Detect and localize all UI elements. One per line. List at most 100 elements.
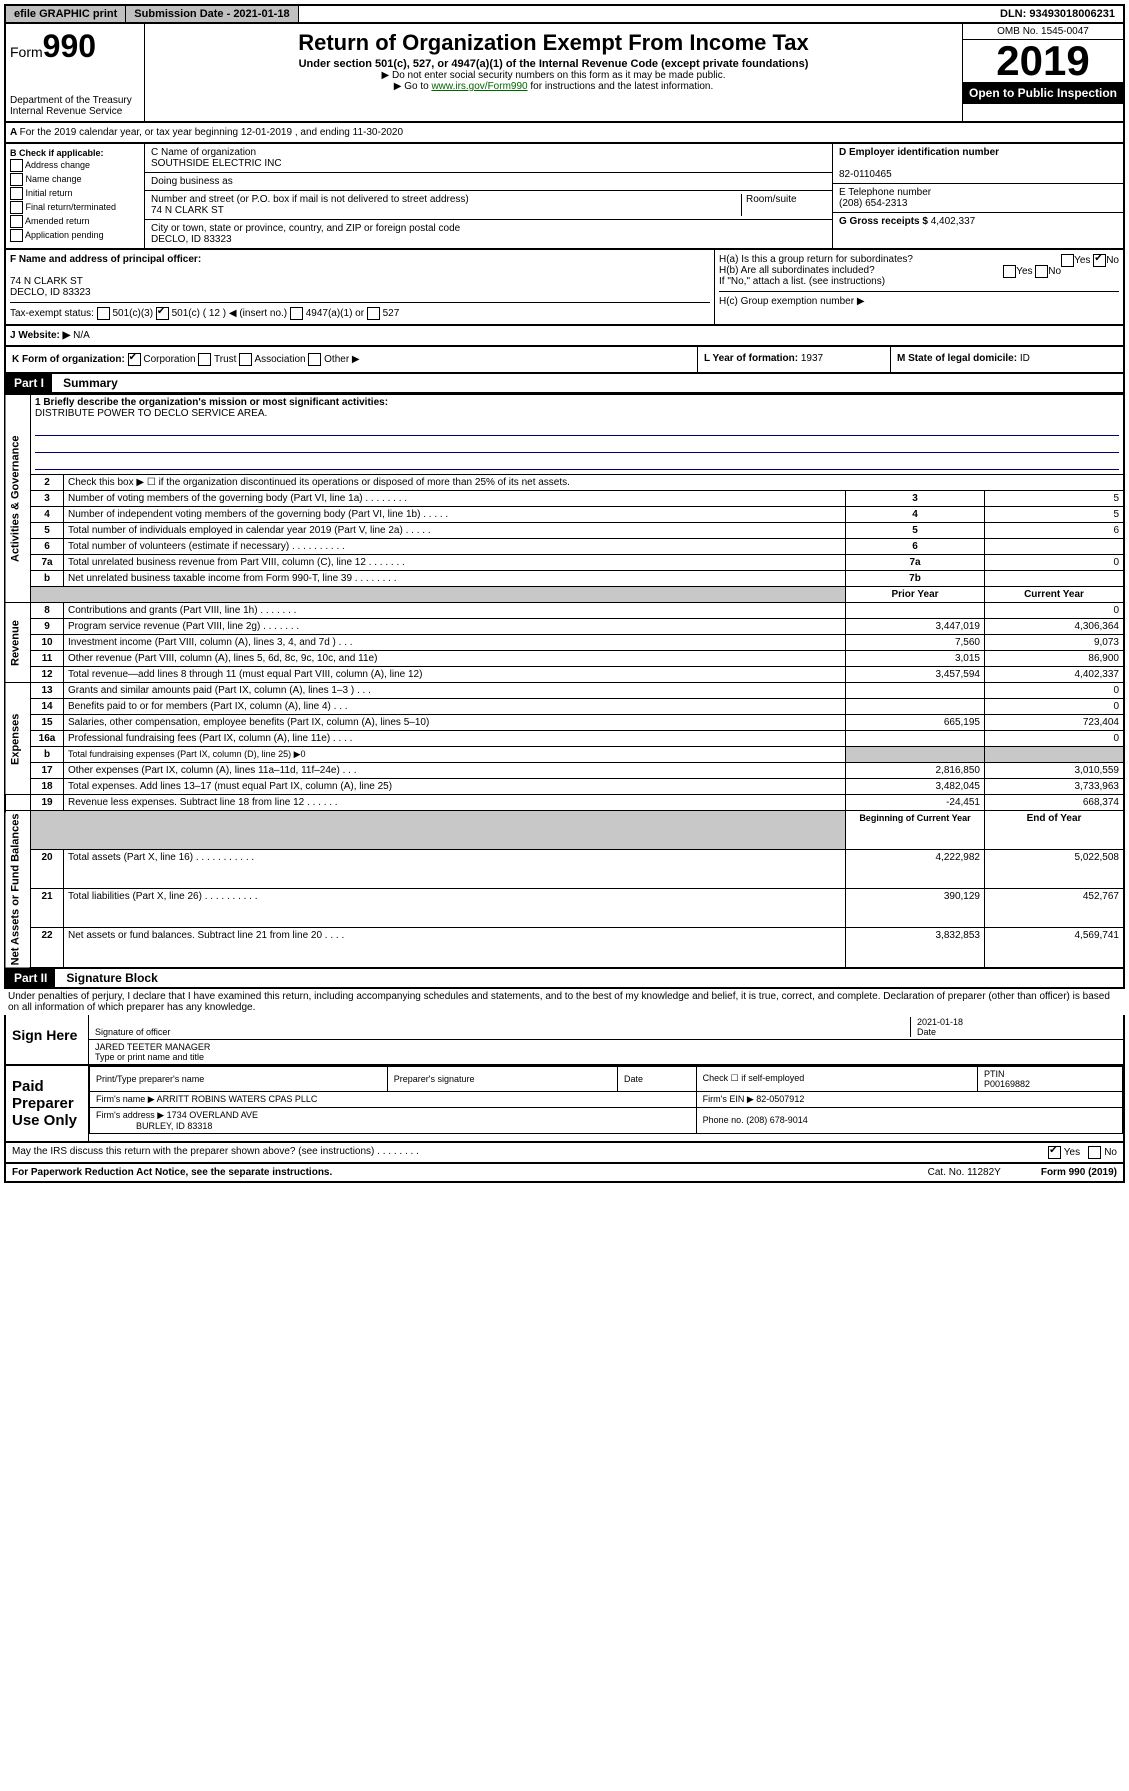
chk-trust[interactable] bbox=[198, 353, 211, 366]
discuss-row: May the IRS discuss this return with the… bbox=[4, 1143, 1125, 1164]
line12-label: Total revenue—add lines 8 through 11 (mu… bbox=[64, 667, 846, 683]
chk-527[interactable] bbox=[367, 307, 380, 320]
form-number: Form990 bbox=[10, 28, 140, 65]
hb-no[interactable] bbox=[1035, 265, 1048, 278]
chk-address-change[interactable]: Address change bbox=[10, 159, 140, 172]
firm-name: ARRITT ROBINS WATERS CPAS PLLC bbox=[157, 1094, 318, 1104]
dln: DLN: 93493018006231 bbox=[992, 6, 1123, 22]
chk-initial-return[interactable]: Initial return bbox=[10, 187, 140, 200]
line3-label: Number of voting members of the governin… bbox=[64, 491, 846, 507]
line13-label: Grants and similar amounts paid (Part IX… bbox=[64, 683, 846, 699]
line10-current: 9,073 bbox=[985, 635, 1125, 651]
line17-current: 3,010,559 bbox=[985, 763, 1125, 779]
room-suite-label: Room/suite bbox=[741, 194, 826, 216]
chk-corp[interactable] bbox=[128, 353, 141, 366]
line12-current: 4,402,337 bbox=[985, 667, 1125, 683]
mission-text: DISTRIBUTE POWER TO DECLO SERVICE AREA. bbox=[35, 408, 267, 419]
firm-addr2: BURLEY, ID 83318 bbox=[136, 1121, 212, 1131]
tax-exempt-label: Tax-exempt status: bbox=[10, 308, 94, 319]
paid-preparer-label: Paid Preparer Use Only bbox=[6, 1066, 89, 1141]
org-name: SOUTHSIDE ELECTRIC INC bbox=[151, 158, 826, 169]
form-footer: Form 990 (2019) bbox=[1041, 1167, 1117, 1178]
cat-no: Cat. No. 11282Y bbox=[928, 1167, 1001, 1178]
line18-prior: 3,482,045 bbox=[846, 779, 985, 795]
form-title: Return of Organization Exempt From Incom… bbox=[149, 30, 958, 56]
open-public-badge: Open to Public Inspection bbox=[963, 82, 1123, 104]
box-b: B Check if applicable: Address change Na… bbox=[6, 144, 145, 248]
summary-table: Activities & Governance 1 Briefly descri… bbox=[4, 394, 1125, 969]
line16b-label: Total fundraising expenses (Part IX, col… bbox=[64, 747, 846, 763]
chk-amended[interactable]: Amended return bbox=[10, 215, 140, 228]
part2-title: Signature Block bbox=[58, 969, 165, 987]
irs-link[interactable]: www.irs.gov/Form990 bbox=[431, 81, 527, 92]
chk-501c[interactable] bbox=[156, 307, 169, 320]
officer-addr2: DECLO, ID 83323 bbox=[10, 287, 91, 298]
netassets-tab: Net Assets or Fund Balances bbox=[5, 811, 31, 968]
part1-title: Summary bbox=[55, 374, 126, 392]
note-ssn: ▶ Do not enter social security numbers o… bbox=[149, 70, 958, 81]
phone-label: E Telephone number bbox=[839, 187, 931, 198]
chk-name-change[interactable]: Name change bbox=[10, 173, 140, 186]
ha-no[interactable] bbox=[1093, 254, 1106, 267]
line11-prior: 3,015 bbox=[846, 651, 985, 667]
line22-prior: 3,832,853 bbox=[846, 928, 985, 968]
gross-receipts-value: 4,402,337 bbox=[931, 216, 976, 227]
line4-value: 5 bbox=[985, 507, 1125, 523]
city-state-zip: DECLO, ID 83323 bbox=[151, 234, 826, 245]
line11-label: Other revenue (Part VIII, column (A), li… bbox=[64, 651, 846, 667]
line16a-label: Professional fundraising fees (Part IX, … bbox=[64, 731, 846, 747]
tax-year: 2019 bbox=[963, 40, 1123, 82]
line16a-current: 0 bbox=[985, 731, 1125, 747]
line12-prior: 3,457,594 bbox=[846, 667, 985, 683]
street-address: 74 N CLARK ST bbox=[151, 205, 741, 216]
line15-prior: 665,195 bbox=[846, 715, 985, 731]
line15-label: Salaries, other compensation, employee b… bbox=[64, 715, 846, 731]
part1-header: Part I bbox=[6, 374, 52, 392]
addr-label: Number and street (or P.O. box if mail i… bbox=[151, 194, 741, 205]
hb-label: H(b) Are all subordinates included? bbox=[719, 265, 875, 276]
discuss-yes[interactable] bbox=[1048, 1146, 1061, 1159]
line18-current: 3,733,963 bbox=[985, 779, 1125, 795]
signature-block: Sign Here Signature of officer 2021-01-1… bbox=[4, 1015, 1125, 1066]
line21-label: Total liabilities (Part X, line 26) . . … bbox=[64, 889, 846, 928]
hb-yes[interactable] bbox=[1003, 265, 1016, 278]
line14-current: 0 bbox=[985, 699, 1125, 715]
line21-prior: 390,129 bbox=[846, 889, 985, 928]
line11-current: 86,900 bbox=[985, 651, 1125, 667]
prep-date-label: Date bbox=[617, 1066, 696, 1091]
gross-receipts-label: G Gross receipts $ bbox=[839, 216, 928, 227]
line4-label: Number of independent voting members of … bbox=[64, 507, 846, 523]
discuss-no[interactable] bbox=[1088, 1146, 1101, 1159]
prep-name-label: Print/Type preparer's name bbox=[90, 1066, 388, 1091]
line5-label: Total number of individuals employed in … bbox=[64, 523, 846, 539]
chk-final-return[interactable]: Final return/terminated bbox=[10, 201, 140, 214]
ha-yes[interactable] bbox=[1061, 254, 1074, 267]
chk-assoc[interactable] bbox=[239, 353, 252, 366]
ein-label: D Employer identification number bbox=[839, 147, 999, 158]
form-header: Form990 Department of the Treasury Inter… bbox=[4, 24, 1125, 123]
line17-prior: 2,816,850 bbox=[846, 763, 985, 779]
officer-addr1: 74 N CLARK ST bbox=[10, 276, 83, 287]
line20-current: 5,022,508 bbox=[985, 850, 1125, 889]
efile-button[interactable]: efile GRAPHIC print bbox=[6, 6, 126, 22]
revenue-tab: Revenue bbox=[5, 603, 31, 683]
line9-label: Program service revenue (Part VIII, line… bbox=[64, 619, 846, 635]
prep-self-employed[interactable]: Check ☐ if self-employed bbox=[696, 1066, 977, 1091]
line21-current: 452,767 bbox=[985, 889, 1125, 928]
prep-sig-label: Preparer's signature bbox=[387, 1066, 617, 1091]
line14-label: Benefits paid to or for members (Part IX… bbox=[64, 699, 846, 715]
chk-4947[interactable] bbox=[290, 307, 303, 320]
mission-label: 1 Briefly describe the organization's mi… bbox=[35, 397, 388, 408]
website-value: N/A bbox=[73, 330, 90, 341]
chk-other[interactable] bbox=[308, 353, 321, 366]
chk-501c3[interactable] bbox=[97, 307, 110, 320]
dept-treasury: Department of the Treasury bbox=[10, 95, 140, 106]
top-bar: efile GRAPHIC print Submission Date - 20… bbox=[4, 4, 1125, 24]
governance-tab: Activities & Governance bbox=[5, 395, 31, 603]
line19-current: 668,374 bbox=[985, 795, 1125, 811]
chk-app-pending[interactable]: Application pending bbox=[10, 229, 140, 242]
state-domicile: ID bbox=[1020, 353, 1030, 364]
eoy-header: End of Year bbox=[985, 811, 1125, 850]
line7b-value bbox=[985, 571, 1125, 587]
line19-label: Revenue less expenses. Subtract line 18 … bbox=[64, 795, 846, 811]
